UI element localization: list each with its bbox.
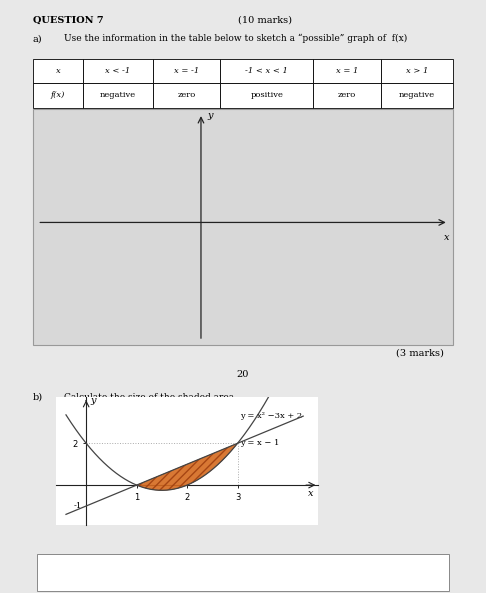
Text: zero: zero (338, 91, 356, 100)
Bar (153, 59, 221, 83)
Text: negative: negative (100, 91, 136, 100)
Bar (381, 59, 453, 83)
Text: y = x − 1: y = x − 1 (240, 439, 279, 447)
Text: zero: zero (177, 91, 196, 100)
Text: (3 marks): (3 marks) (396, 349, 444, 358)
Bar (313, 83, 381, 107)
Text: y: y (90, 396, 96, 405)
Text: a): a) (33, 34, 42, 43)
Text: -1: -1 (74, 502, 82, 510)
Text: x > 1: x > 1 (406, 67, 428, 75)
Text: y: y (207, 111, 213, 120)
Text: x: x (444, 233, 449, 242)
Text: negative: negative (399, 91, 435, 100)
Bar (33, 110, 453, 345)
Bar (33, 83, 83, 107)
Bar (37, 554, 449, 591)
Bar (313, 59, 381, 83)
Text: f(x): f(x) (51, 91, 65, 100)
Text: x = 1: x = 1 (336, 67, 358, 75)
Text: QUESTION 7: QUESTION 7 (33, 15, 104, 24)
Text: b): b) (33, 393, 43, 402)
Bar (221, 83, 313, 107)
Text: x = -1: x = -1 (174, 67, 199, 75)
Text: x: x (308, 489, 313, 498)
Bar (33, 59, 83, 83)
Text: x: x (55, 67, 60, 75)
Text: Calculate the size of the shaded area: Calculate the size of the shaded area (64, 393, 234, 402)
Text: (10 marks): (10 marks) (238, 15, 293, 24)
Bar (221, 59, 313, 83)
Text: Use the information in the table below to sketch a “possible” graph of  f(x): Use the information in the table below t… (64, 34, 407, 43)
Text: y = x² −3x + 2: y = x² −3x + 2 (240, 412, 302, 420)
Bar (83, 83, 153, 107)
Text: -1 < x < 1: -1 < x < 1 (245, 67, 288, 75)
Bar (153, 83, 221, 107)
Text: positive: positive (250, 91, 283, 100)
Text: 20: 20 (237, 369, 249, 379)
Text: x < -1: x < -1 (105, 67, 131, 75)
Bar (83, 59, 153, 83)
Bar (381, 83, 453, 107)
